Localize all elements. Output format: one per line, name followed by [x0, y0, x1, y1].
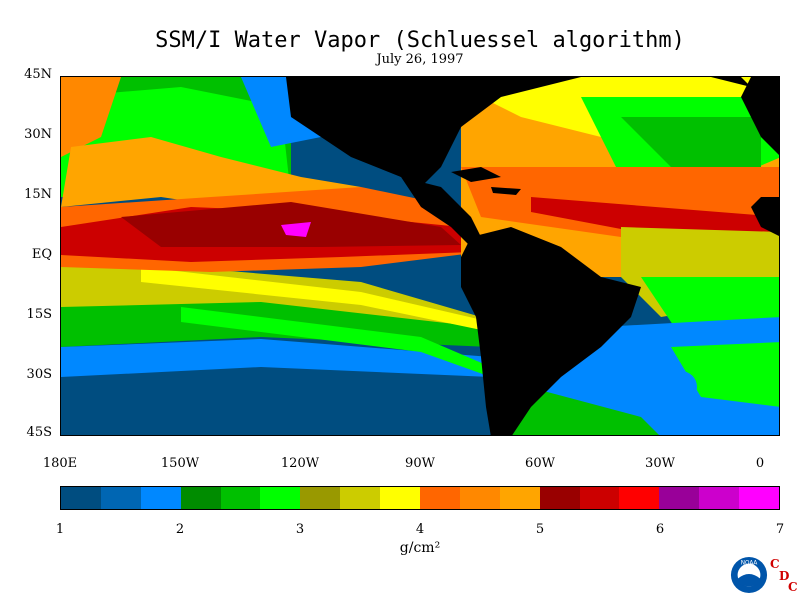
lon-label-180e: 180E — [42, 456, 78, 471]
colorbar-label-3: 3 — [295, 522, 305, 537]
lat-label-30s: 30S — [26, 367, 52, 382]
noaa-logo-text: NOAA — [741, 561, 758, 567]
lat-label-45s: 45S — [26, 425, 52, 440]
water-vapor-map — [60, 76, 780, 436]
colorbar-units: g/cm² — [399, 540, 441, 556]
colorbar-swatch — [739, 487, 780, 509]
colorbar-swatch — [180, 487, 221, 509]
colorbar-swatch — [300, 487, 341, 509]
colorbar-label-5: 5 — [535, 522, 545, 537]
colorbar-swatch — [61, 487, 101, 509]
cdc-letter-d: D — [779, 569, 790, 583]
lon-label-150w: 150W — [160, 456, 200, 471]
colorbar-swatch — [619, 487, 660, 509]
colorbar-swatch — [499, 487, 540, 509]
colorbar-swatch — [539, 487, 580, 509]
colorbar-label-6: 6 — [655, 522, 665, 537]
colorbar-label-4: 4 — [415, 522, 425, 537]
lon-label-120w: 120W — [280, 456, 320, 471]
colorbar-label-1: 1 — [55, 522, 65, 537]
colorbar-swatch — [699, 487, 740, 509]
colorbar-swatch — [459, 487, 500, 509]
map-date: July 26, 1997 — [376, 52, 464, 67]
colorbar — [60, 486, 780, 510]
colorbar-swatch — [420, 487, 460, 509]
lat-label-eq: EQ — [31, 247, 52, 262]
cdc-letter-c1: C — [770, 557, 780, 571]
lon-label-60w: 60W — [525, 456, 555, 471]
colorbar-swatch — [380, 487, 421, 509]
lat-label-45n: 45N — [24, 67, 52, 82]
colorbar-swatch — [220, 487, 261, 509]
lon-label-0: 0 — [755, 456, 765, 471]
colorbar-label-7: 7 — [775, 522, 785, 537]
cdc-letter-c2: C — [788, 580, 798, 594]
colorbar-label-2: 2 — [175, 522, 185, 537]
colorbar-swatch — [100, 487, 141, 509]
lat-label-15s: 15S — [26, 307, 52, 322]
colorbar-swatch — [340, 487, 381, 509]
colorbar-swatch — [579, 487, 620, 509]
lat-label-15n: 15N — [24, 187, 52, 202]
colorbar-swatch — [659, 487, 700, 509]
colorbar-swatch — [260, 487, 301, 509]
lon-label-30w: 30W — [645, 456, 675, 471]
lat-label-30n: 30N — [24, 127, 52, 142]
colorbar-swatch — [140, 487, 181, 509]
noaa-logo: NOAA — [730, 556, 768, 594]
map-title: SSM/I Water Vapor (Schluessel algorithm) — [155, 28, 685, 53]
lon-label-90w: 90W — [405, 456, 435, 471]
